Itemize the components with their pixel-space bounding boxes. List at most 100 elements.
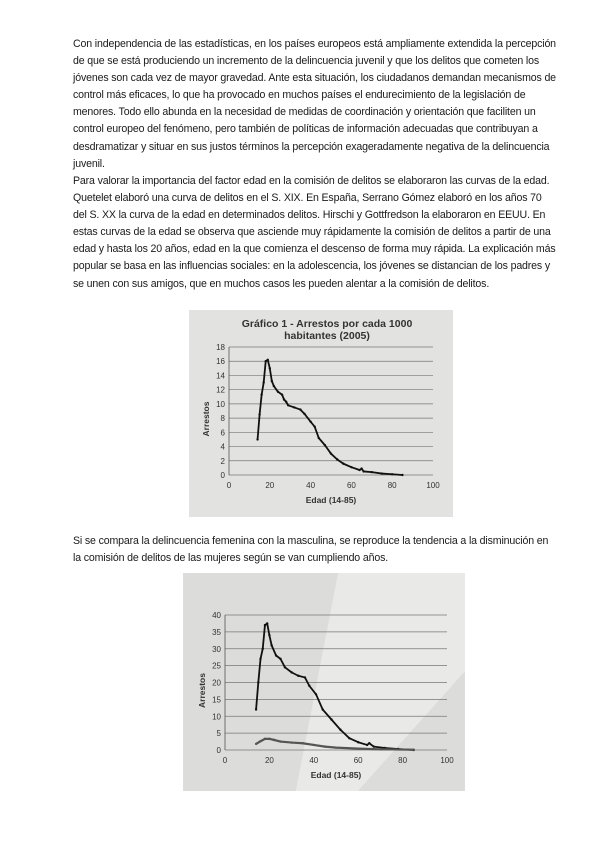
data-point xyxy=(272,384,276,388)
data-point xyxy=(297,674,300,677)
data-point xyxy=(314,693,318,696)
chart-title-line-2: habitantes (2005) xyxy=(284,330,370,342)
data-point xyxy=(263,623,267,627)
y-tick-label: 35 xyxy=(212,628,221,637)
y-tick-label: 30 xyxy=(212,645,221,654)
data-point xyxy=(254,742,258,746)
data-point xyxy=(260,393,263,396)
data-point xyxy=(270,644,273,647)
y-tick-label: 15 xyxy=(212,695,221,704)
data-point xyxy=(299,408,302,411)
data-point xyxy=(309,420,312,423)
data-point xyxy=(303,676,307,679)
data-point xyxy=(259,740,262,743)
data-point xyxy=(335,458,339,461)
paragraph-female-comparison: Si se compara la delincuencia femenina c… xyxy=(73,535,549,565)
x-tick-label: 100 xyxy=(440,756,454,765)
data-point xyxy=(342,462,345,465)
y-tick-label: 5 xyxy=(217,729,222,738)
data-point xyxy=(323,745,327,748)
data-point xyxy=(282,398,286,401)
data-point xyxy=(372,745,375,748)
paragraph-intro: Con independencia de las estadísticas, e… xyxy=(73,38,556,170)
data-point xyxy=(265,622,269,625)
data-point xyxy=(268,737,271,741)
data-point xyxy=(283,666,287,669)
data-point xyxy=(379,748,382,751)
y-tick-label: 14 xyxy=(216,371,225,380)
y-tick-label: 20 xyxy=(212,679,221,688)
data-point xyxy=(317,436,320,440)
light-glare xyxy=(295,573,465,791)
data-point xyxy=(308,684,311,688)
y-tick-label: 6 xyxy=(221,428,226,437)
x-tick-label: 80 xyxy=(388,481,397,490)
x-tick-label: 60 xyxy=(354,756,363,765)
y-tick-label: 18 xyxy=(216,343,225,352)
x-axis-label: Edad (14-85) xyxy=(306,495,357,505)
y-tick-label: 10 xyxy=(216,400,225,409)
x-tick-label: 100 xyxy=(426,481,440,490)
x-tick-label: 20 xyxy=(265,756,274,765)
data-point xyxy=(293,406,296,409)
data-point xyxy=(290,741,293,744)
data-point xyxy=(362,470,365,473)
data-point xyxy=(323,443,327,447)
data-point xyxy=(279,657,282,661)
data-point xyxy=(348,736,351,740)
data-point xyxy=(358,468,361,472)
data-point xyxy=(365,743,369,747)
data-point xyxy=(339,728,342,731)
data-point xyxy=(279,740,282,743)
data-point xyxy=(268,367,271,370)
chart-arrests-total: Gráfico 1 - Arrestos por cada 1000habita… xyxy=(189,310,453,517)
y-tick-label: 12 xyxy=(216,386,225,395)
x-tick-label: 80 xyxy=(398,756,407,765)
data-point xyxy=(256,438,259,441)
y-axis-label: Arrestos xyxy=(201,401,211,436)
data-point xyxy=(360,467,363,470)
data-point xyxy=(350,465,353,469)
paragraph-age-curves: Para valorar la importancia del factor e… xyxy=(73,175,556,290)
y-tick-label: 2 xyxy=(221,457,226,466)
data-point xyxy=(268,634,271,637)
data-point xyxy=(266,358,269,361)
x-tick-label: 20 xyxy=(265,481,274,490)
chart-arrests-by-sex: 0 5 10 15 20 25 30 35 40 0 20 40 60 80 100 Edad (14-85)… xyxy=(183,573,465,791)
data-point xyxy=(412,748,415,751)
x-tick-label: 40 xyxy=(309,756,318,765)
data-point xyxy=(391,473,394,476)
x-tick-label: 40 xyxy=(306,481,315,490)
x-axis-label: Edad (14-85) xyxy=(311,770,362,780)
y-tick-label: 0 xyxy=(221,471,226,480)
x-tick-label: 60 xyxy=(347,481,356,490)
data-point xyxy=(257,681,260,684)
y-tick-label: 8 xyxy=(221,414,226,423)
data-point xyxy=(313,425,316,428)
y-tick-label: 10 xyxy=(212,712,221,721)
data-point xyxy=(370,470,373,474)
chart-figure-2: 0 5 10 15 20 25 30 35 40 0 20 40 60 80 100 Edad (14-85)… xyxy=(183,573,465,791)
data-point xyxy=(264,360,267,363)
y-tick-label: 40 xyxy=(212,611,221,620)
data-point xyxy=(368,742,371,745)
data-point xyxy=(270,379,274,383)
data-point xyxy=(329,452,333,455)
y-axis-label: Arrestos xyxy=(197,673,207,708)
data-point xyxy=(312,743,315,747)
data-point xyxy=(380,472,384,475)
data-point xyxy=(280,393,284,396)
data-point xyxy=(262,381,265,384)
data-point xyxy=(276,390,280,393)
chart-title-line-1: Gráfico 1 - Arrestos por cada 1000 xyxy=(242,318,413,330)
y-tick-label: 4 xyxy=(221,443,226,452)
chart-figure-1: Gráfico 1 - Arrestos por cada 1000 habita… xyxy=(189,310,453,517)
data-point xyxy=(284,400,288,403)
data-point xyxy=(258,413,261,416)
y-tick-label: 25 xyxy=(212,662,221,671)
photo-background xyxy=(189,310,453,517)
data-point xyxy=(357,741,360,744)
data-point xyxy=(401,473,404,477)
x-tick-label: 0 xyxy=(227,481,232,490)
x-tick-label: 0 xyxy=(223,756,228,765)
